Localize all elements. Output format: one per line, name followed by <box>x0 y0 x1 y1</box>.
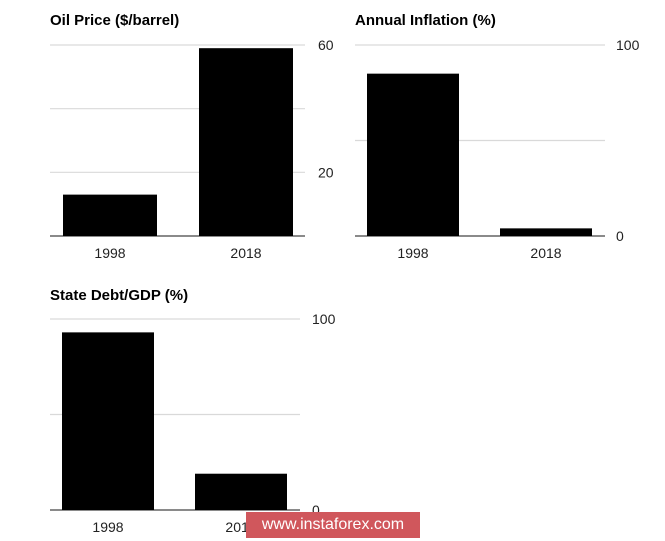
category-label-inflation-1998: 1998 <box>397 245 428 261</box>
category-label-oil-1998: 1998 <box>94 245 125 261</box>
bar-inflation-1998 <box>367 73 459 237</box>
bar-oil-1998 <box>63 194 157 236</box>
bar-debt-1998 <box>62 332 154 510</box>
chart-title-oil-price: Oil Price ($/barrel) <box>50 12 180 29</box>
watermark: www.instaforex.com <box>246 512 420 538</box>
y-tick-label-inflation-100: 100 <box>616 37 640 53</box>
y-tick-label-inflation-0: 0 <box>616 228 624 244</box>
bar-inflation-2018 <box>500 228 592 236</box>
y-tick-label-oil-20: 20 <box>318 164 334 180</box>
category-label-debt-1998: 1998 <box>92 519 123 535</box>
category-label-oil-2018: 2018 <box>230 245 261 261</box>
bar-debt-2018 <box>195 473 287 510</box>
bar-oil-2018 <box>199 48 293 236</box>
y-tick-label-debt-100: 100 <box>312 311 336 327</box>
y-tick-label-debt-0: 0 <box>312 502 320 518</box>
y-tick-label-oil-60: 60 <box>318 37 334 53</box>
chart-title-inflation: Annual Inflation (%) <box>355 12 496 29</box>
chart-title-state-debt: State Debt/GDP (%) <box>50 287 189 304</box>
category-label-inflation-2018: 2018 <box>530 245 561 261</box>
